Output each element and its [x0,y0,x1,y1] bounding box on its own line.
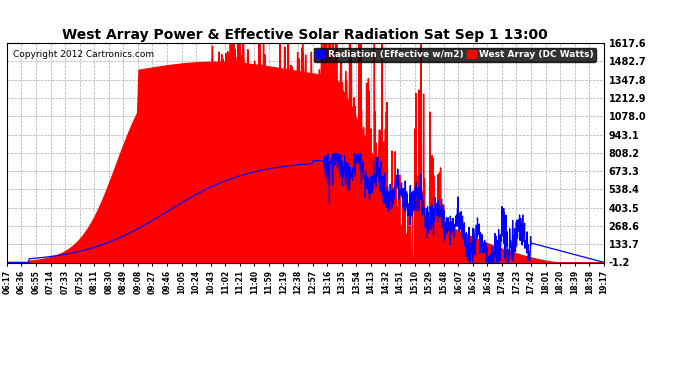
Title: West Array Power & Effective Solar Radiation Sat Sep 1 13:00: West Array Power & Effective Solar Radia… [63,28,548,42]
Legend: Radiation (Effective w/m2), West Array (DC Watts): Radiation (Effective w/m2), West Array (… [313,48,596,62]
Text: Copyright 2012 Cartronics.com: Copyright 2012 Cartronics.com [13,50,154,59]
